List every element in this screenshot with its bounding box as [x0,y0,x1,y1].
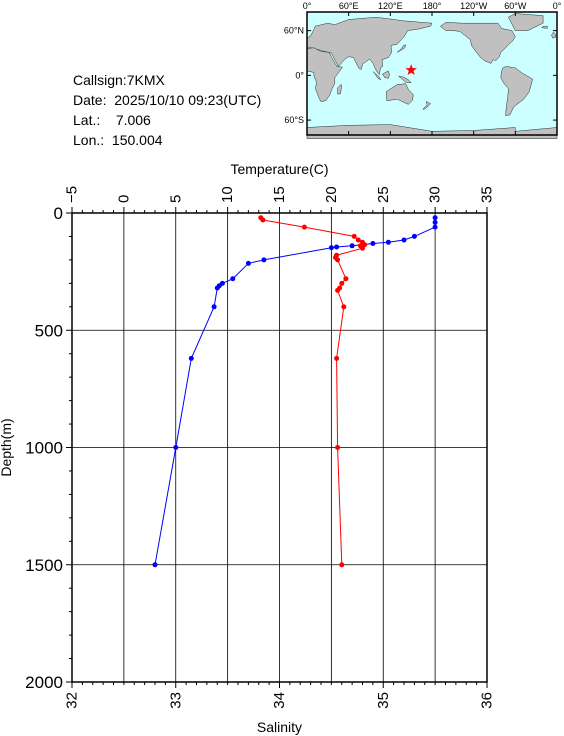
series-point-0 [370,241,376,246]
series-point-0 [349,243,355,249]
map-lat-tick-label: 60°N [284,26,304,36]
lon-label: Lon.: [73,132,105,148]
left-axis-tick-label: 500 [35,321,63,340]
series-point-0 [188,355,194,361]
lat-value: 7.006 [115,112,151,128]
map-lon-tick-label: 180° [423,1,442,11]
top-axis-tick-label: 30 [427,186,444,203]
series-point-1 [343,276,349,282]
series-point-0 [334,244,340,250]
series-point-0 [173,445,179,450]
left-axis-tick-label: 2000 [25,673,63,692]
map-lon-tick-label: 0° [303,1,312,11]
lat-label: Lat.: [73,112,101,128]
map-land-4 [508,13,544,31]
date-line: Date: 2025/10/10 09:23(UTC) [73,90,261,110]
series-point-1 [335,257,341,263]
map-lon-tick-label: 60°E [339,1,359,11]
series-point-1 [335,445,341,450]
bottom-axis-tick-label: 34 [271,692,288,709]
map-land-10 [422,101,431,110]
map-lat-tick-label: 0° [295,70,304,80]
left-axis-label: Depth(m) [0,418,14,476]
bottom-axis-tick-label: 35 [375,692,392,709]
series-point-0 [211,304,217,310]
bottom-axis-label: Salinity [257,719,302,735]
map-lat-tick-label: 60°S [284,115,304,125]
date-label: Date: [73,92,107,108]
series-point-1 [301,224,307,230]
top-axis-tick-label: 15 [271,186,288,203]
map-lon-tick-label: 0° [553,1,562,11]
series-point-0 [432,219,438,225]
map-land-9 [398,75,412,84]
lon-value: 150.004 [111,132,163,148]
station-marker-star [405,64,417,75]
series-point-1 [335,287,341,293]
top-axis-tick-label: 0 [115,195,132,203]
series-point-0 [328,245,334,251]
series-point-0 [432,215,438,221]
top-axis-tick-label: 35 [479,186,496,203]
world-map: 0° 60°E 120°E 180° 120°W 60°W 0° 60°N 0° 60°S [284,1,562,139]
bottom-axis-tick-label: 33 [167,692,184,709]
series-point-1 [334,355,340,361]
series-point-0 [411,233,417,239]
left-axis-tick-label: 1500 [25,556,63,575]
map-land-5 [500,66,533,116]
map-land-12 [551,31,556,39]
top-axis-tick-label: 10 [219,186,236,203]
series-point-0 [385,239,391,245]
series-point-1 [341,304,347,310]
top-axis-tick-label: 5 [167,195,184,203]
series-point-1 [260,217,266,223]
date-value: 2025/10/10 09:23(UTC) [114,92,262,108]
series-point-0 [401,237,407,243]
map-land-3 [439,22,516,64]
left-axis-tick-label: 1000 [25,439,63,458]
callsign-label: Callsign: [73,72,127,88]
map-land-8 [372,71,382,81]
callsign-value: 7KMX [126,72,165,88]
top-axis-tick-label: −5 [64,186,81,203]
series-point-0 [230,276,236,282]
series-point-1 [351,233,357,239]
map-land-0 [306,16,433,76]
series-point-0 [152,562,158,568]
map-land-13 [541,26,548,29]
series-line-0 [154,217,436,565]
station-info: Callsign:7KMX Date: 2025/10/10 09:23(UTC… [73,70,261,150]
bottom-axis-tick-label: 32 [64,692,81,709]
bottom-axis-tick-label: 36 [479,692,496,709]
series-line-1 [260,217,366,565]
left-axis-tick-label: 0 [54,204,63,223]
series-point-1 [360,245,365,251]
series-point-0 [245,260,251,266]
map-land-1 [306,47,343,102]
top-axis-label: Temperature(C) [230,161,328,177]
lon-line: Lon.: 150.004 [73,130,261,150]
series-point-1 [339,562,345,568]
lat-line: Lat.: 7.006 [73,110,261,130]
map-land-7 [382,70,390,79]
callsign-line: Callsign:7KMX [73,70,261,90]
series-point-1 [339,280,345,286]
series-point-0 [214,285,220,291]
series-point-0 [432,224,438,230]
map-lon-tick-label: 120°W [460,1,488,11]
map-land-11 [337,83,342,95]
series-point-0 [261,257,267,263]
top-axis-tick-label: 25 [375,186,392,203]
map-land-6 [397,44,406,53]
series-point-1 [355,237,361,243]
map-lon-tick-label: 60°W [504,1,527,11]
map-lon-tick-label: 120°E [378,1,403,11]
map-land-2 [385,83,414,105]
top-axis-tick-label: 20 [323,186,340,203]
